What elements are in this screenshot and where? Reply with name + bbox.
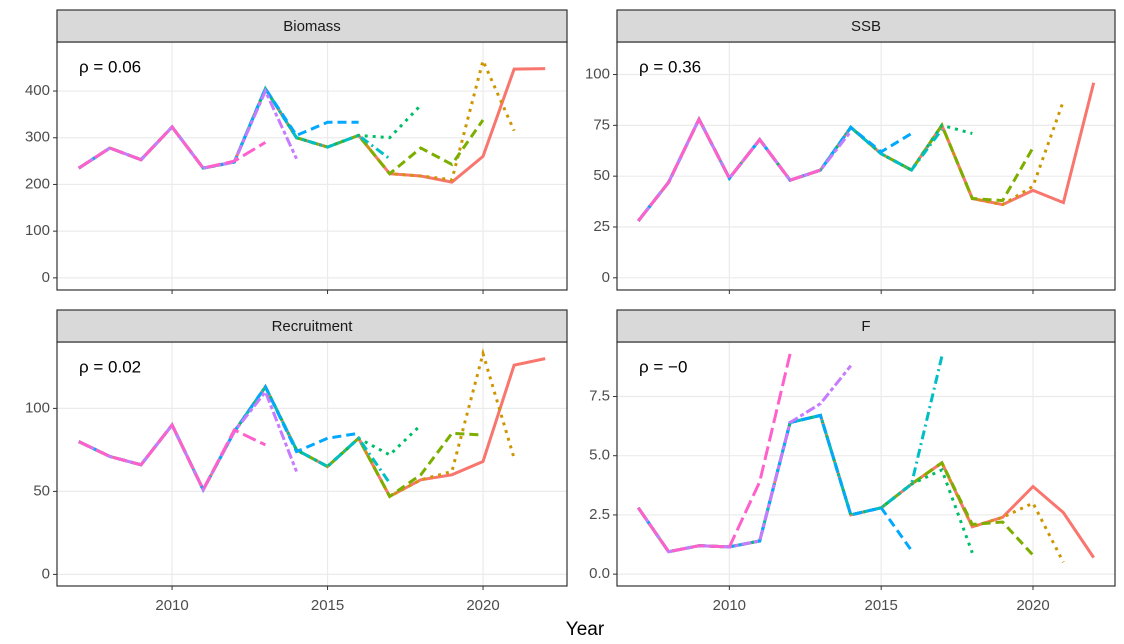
strip-label: Biomass	[283, 18, 341, 35]
series-line	[637, 115, 821, 222]
series-line	[637, 364, 852, 554]
panel-background	[57, 42, 567, 290]
y-tick-label: 50	[593, 167, 610, 184]
y-tick-label: 300	[25, 129, 50, 146]
y-tick-label: 50	[33, 482, 50, 499]
y-tick-label: 100	[25, 399, 50, 416]
series-line	[637, 353, 792, 554]
y-tick-label: 100	[25, 222, 50, 239]
strip-label: Recruitment	[272, 318, 354, 335]
panel-background	[617, 42, 1115, 290]
annotation: ρ = 0.36	[639, 57, 701, 76]
x-tick-label: 2010	[155, 597, 188, 614]
y-tick-label: 2.5	[589, 506, 610, 523]
strip	[56, 9, 568, 43]
annotation: ρ = 0.02	[79, 357, 141, 376]
y-tick-label: 100	[585, 65, 610, 82]
annotation: ρ = 0.06	[79, 57, 141, 76]
x-tick-label: 2015	[311, 597, 344, 614]
strip	[616, 9, 1116, 43]
y-tick-label: 25	[593, 218, 610, 235]
strip-label: SSB	[851, 18, 881, 35]
y-tick-label: 400	[25, 82, 50, 99]
x-tick-label: 2010	[713, 597, 746, 614]
y-tick-label: 5.0	[589, 447, 610, 464]
y-tick-label: 0	[42, 269, 50, 286]
x-tick-label: 2020	[1016, 597, 1049, 614]
y-tick-label: 75	[593, 116, 610, 133]
strip-label: F	[861, 318, 870, 335]
strip	[616, 309, 1116, 343]
series-line	[637, 413, 1065, 563]
y-tick-label: 0	[42, 565, 50, 582]
series-line	[78, 422, 267, 494]
x-tick-label: 2015	[864, 597, 897, 614]
y-tick-label: 0	[602, 269, 610, 286]
annotation: ρ = −0	[639, 357, 687, 376]
panel-background	[617, 342, 1115, 586]
y-tick-label: 200	[25, 175, 50, 192]
y-tick-label: 7.5	[589, 387, 610, 404]
x-axis-label: Year	[566, 619, 605, 640]
series-line	[77, 124, 267, 170]
strip	[56, 309, 568, 343]
x-tick-label: 2020	[466, 597, 499, 614]
y-tick-label: 0.0	[589, 565, 610, 582]
